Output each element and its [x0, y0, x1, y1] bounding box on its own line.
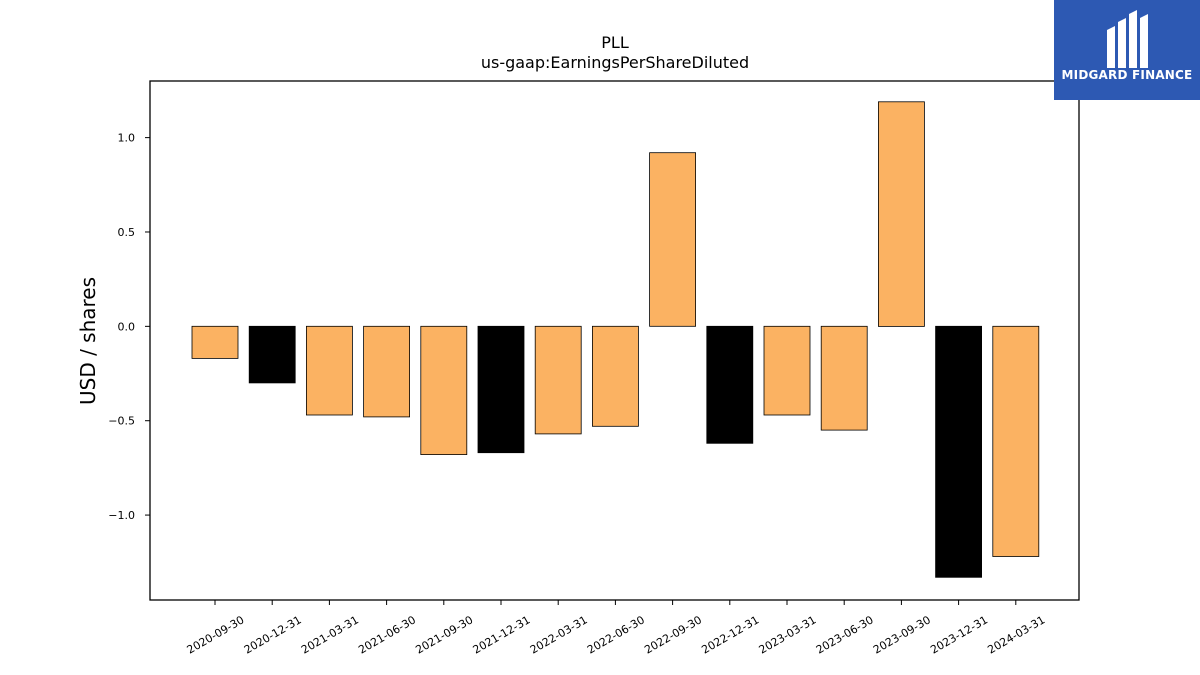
bar-2021-06-30	[363, 325, 411, 418]
x-tick-label: 2021-12-31	[471, 613, 533, 656]
x-tick-label: 2022-09-30	[642, 613, 704, 656]
x-tick-label: 2023-12-31	[928, 613, 990, 656]
y-axis-label: USD / shares	[76, 277, 100, 405]
midgard-finance-logo: MIDGARD FINANCE	[1054, 0, 1200, 100]
bar-2022-03-31	[534, 325, 582, 435]
bar-2021-09-30	[420, 325, 468, 455]
y-axis: 1.0 0.5 0.0 −0.5 −1.0	[108, 132, 150, 522]
bar-2021-03-31	[305, 325, 353, 416]
y-tick-label: 0.5	[118, 226, 136, 239]
bar-2023-09-30	[878, 101, 925, 327]
x-tick-label: 2020-09-30	[185, 613, 247, 656]
x-tick-label: 2022-06-30	[585, 613, 647, 656]
bar-2023-06-30	[820, 325, 868, 431]
bars-group	[191, 101, 1040, 578]
bar-2022-09-30	[649, 152, 696, 327]
logo-brand-text: MIDGARD FINANCE	[1061, 68, 1193, 82]
bar-2021-12-31	[477, 325, 525, 454]
bar-2020-09-30	[191, 325, 239, 359]
x-tick-label: 2023-03-31	[757, 613, 819, 656]
bar-2022-12-31	[706, 325, 754, 444]
x-tick-label: 2023-06-30	[814, 613, 876, 656]
x-tick-label: 2024-03-31	[985, 613, 1047, 656]
mf-monogram-icon	[1107, 10, 1148, 68]
chart-title: PLL	[601, 33, 629, 52]
y-tick-label: 1.0	[118, 132, 136, 145]
x-tick-label: 2020-12-31	[242, 613, 304, 656]
y-tick-label: 0.0	[118, 320, 136, 333]
bar-2023-03-31	[763, 325, 811, 416]
bar-2022-06-30	[592, 325, 639, 427]
plot-frame	[149, 80, 1080, 601]
bar-2023-12-31	[935, 325, 982, 578]
x-tick-label: 2023-09-30	[871, 613, 933, 656]
bar-2024-03-31	[992, 325, 1040, 557]
x-tick-label: 2022-12-31	[699, 613, 761, 656]
x-tick-label: 2021-06-30	[356, 613, 418, 656]
x-tick-label: 2021-09-30	[413, 613, 475, 656]
y-tick-label: −0.5	[108, 415, 135, 428]
x-tick-label: 2021-03-31	[299, 613, 361, 656]
x-tick-label: 2022-03-31	[528, 613, 590, 656]
bar-2020-12-31	[248, 325, 296, 384]
chart-subtitle: us-gaap:EarningsPerShareDiluted	[481, 53, 749, 72]
y-tick-label: −1.0	[108, 509, 135, 522]
x-axis: 2020-09-302020-12-312021-03-312021-06-30…	[185, 600, 1047, 657]
